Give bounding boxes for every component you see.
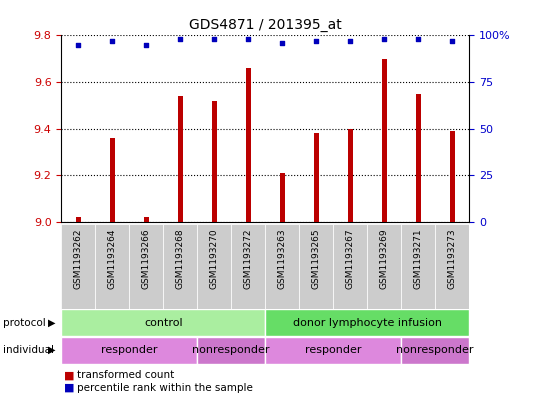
Bar <box>265 337 401 364</box>
Bar <box>348 129 353 222</box>
Text: individual: individual <box>3 345 54 355</box>
Bar <box>299 224 333 309</box>
Text: GSM1193273: GSM1193273 <box>448 228 457 289</box>
Bar <box>313 133 319 222</box>
Bar <box>401 224 435 309</box>
Point <box>414 36 422 42</box>
Point <box>278 40 286 46</box>
Text: GSM1193270: GSM1193270 <box>209 228 219 289</box>
Text: GSM1193263: GSM1193263 <box>278 228 287 289</box>
Point <box>312 38 320 44</box>
Text: GSM1193269: GSM1193269 <box>379 228 389 289</box>
Point <box>210 36 219 42</box>
Text: GSM1193267: GSM1193267 <box>345 228 354 289</box>
Point <box>346 38 354 44</box>
Bar <box>367 224 401 309</box>
Bar <box>76 217 81 222</box>
Point <box>108 38 117 44</box>
Bar <box>280 173 285 222</box>
Text: ■: ■ <box>64 370 75 380</box>
Text: ▶: ▶ <box>49 318 56 328</box>
Bar <box>61 337 197 364</box>
Bar <box>110 138 115 222</box>
Text: GSM1193271: GSM1193271 <box>414 228 423 289</box>
Bar <box>231 224 265 309</box>
Bar <box>265 224 299 309</box>
Bar <box>382 59 386 222</box>
Bar <box>265 309 469 336</box>
Bar <box>144 217 149 222</box>
Bar <box>61 224 95 309</box>
Text: transformed count: transformed count <box>77 370 174 380</box>
Text: nonresponder: nonresponder <box>397 345 474 355</box>
Text: GSM1193268: GSM1193268 <box>176 228 185 289</box>
Text: GSM1193262: GSM1193262 <box>74 228 83 289</box>
Bar <box>333 224 367 309</box>
Text: control: control <box>144 318 182 328</box>
Point <box>176 36 184 42</box>
Bar <box>95 224 129 309</box>
Point <box>380 36 389 42</box>
Point <box>142 42 150 48</box>
Bar <box>61 309 265 336</box>
Text: ▶: ▶ <box>49 345 56 355</box>
Text: protocol: protocol <box>3 318 45 328</box>
Text: GSM1193272: GSM1193272 <box>244 228 253 289</box>
Point <box>448 38 456 44</box>
Text: GSM1193265: GSM1193265 <box>312 228 321 289</box>
Point <box>244 36 253 42</box>
Bar <box>416 94 421 222</box>
Text: nonresponder: nonresponder <box>192 345 270 355</box>
Bar <box>449 131 455 222</box>
Text: responder: responder <box>305 345 361 355</box>
Bar <box>197 337 265 364</box>
Text: percentile rank within the sample: percentile rank within the sample <box>77 383 253 393</box>
Bar <box>163 224 197 309</box>
Bar <box>435 224 469 309</box>
Text: ■: ■ <box>64 383 75 393</box>
Point <box>74 42 83 48</box>
Bar <box>246 68 251 222</box>
Bar <box>129 224 163 309</box>
Text: GSM1193264: GSM1193264 <box>108 228 117 289</box>
Bar <box>212 101 217 222</box>
Title: GDS4871 / 201395_at: GDS4871 / 201395_at <box>189 18 342 31</box>
Bar <box>197 224 231 309</box>
Bar <box>177 96 183 222</box>
Text: GSM1193266: GSM1193266 <box>142 228 151 289</box>
Text: donor lymphocyte infusion: donor lymphocyte infusion <box>293 318 442 328</box>
Text: responder: responder <box>101 345 158 355</box>
Bar <box>401 337 469 364</box>
